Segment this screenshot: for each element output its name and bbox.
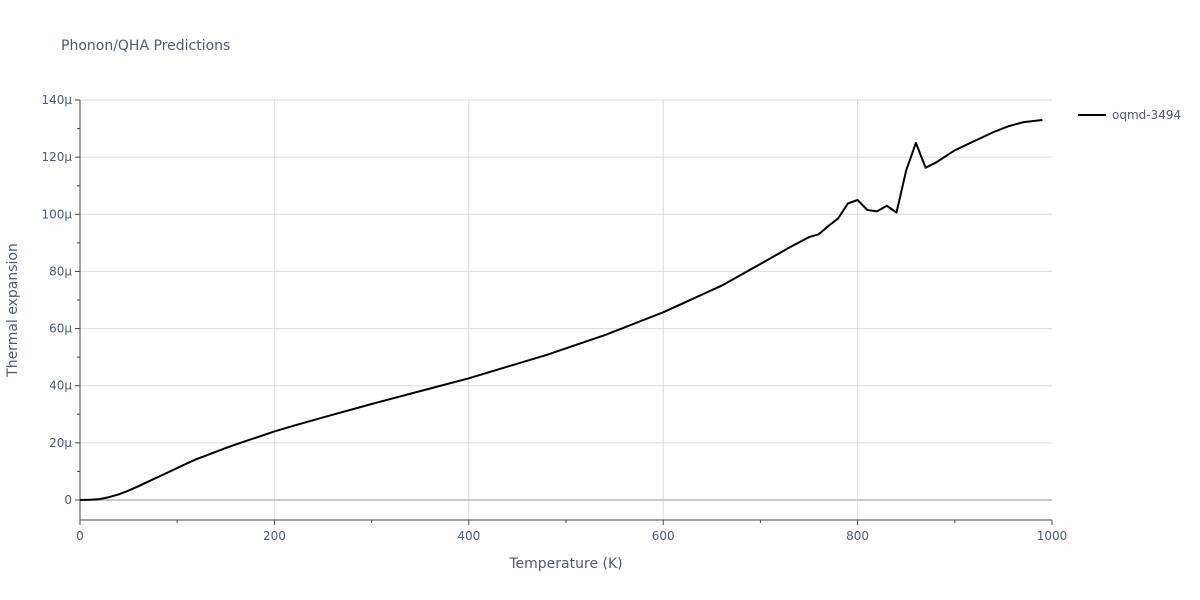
y-tick-label-140: 140μ bbox=[41, 93, 72, 107]
x-tick-label-800: 800 bbox=[846, 529, 869, 543]
legend[interactable]: oqmd-3494 bbox=[1078, 108, 1181, 122]
x-tick-label-600: 600 bbox=[652, 529, 675, 543]
y-tick-label-40: 40μ bbox=[49, 379, 72, 393]
x-tick-label-400: 400 bbox=[457, 529, 480, 543]
y-tick-label-100: 100μ bbox=[41, 207, 72, 221]
y-tick-label-0: 0 bbox=[64, 493, 72, 507]
x-tick-label-200: 200 bbox=[263, 529, 286, 543]
legend-label-oqmd-3494: oqmd-3494 bbox=[1112, 108, 1181, 122]
axes: 0 200 400 600 800 1000 0 20μ 40μ 60μ 80μ 100μ 120μ 14… bbox=[41, 93, 1067, 543]
y-axis-label: Thermal expansion bbox=[5, 243, 21, 378]
series-layer bbox=[79, 119, 1043, 501]
x-tick-label-0: 0 bbox=[76, 529, 84, 543]
y-tick-label-120: 120μ bbox=[41, 150, 72, 164]
y-tick-label-80: 80μ bbox=[49, 264, 72, 278]
grid bbox=[80, 99, 1052, 520]
x-axis-label: Temperature (K) bbox=[508, 556, 622, 572]
x-tick-label-1000: 1000 bbox=[1037, 529, 1068, 543]
y-tick-label-60: 60μ bbox=[49, 322, 72, 336]
series-line-oqmd-3494 bbox=[79, 119, 1043, 501]
y-tick-label-20: 20μ bbox=[49, 436, 72, 450]
chart-title: Phonon/QHA Predictions bbox=[61, 38, 230, 54]
